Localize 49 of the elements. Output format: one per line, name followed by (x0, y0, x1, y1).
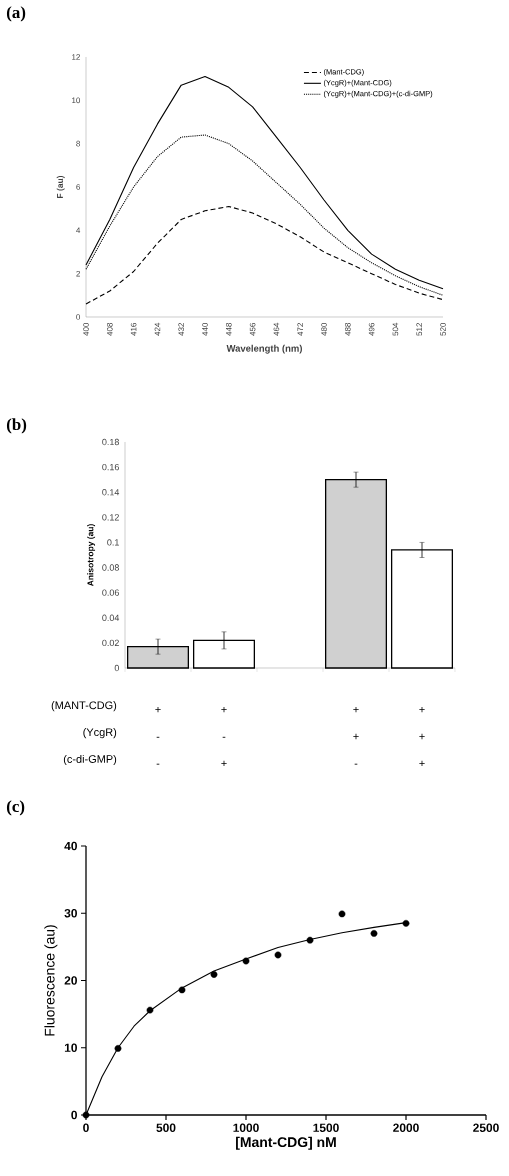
y-tick-label: 40 (64, 841, 77, 851)
chart-title: (b) (6, 418, 27, 434)
y-tick-label: 0.02 (102, 639, 119, 647)
text: (c-di-GMP) (63, 754, 117, 766)
y-tick-label: 0.08 (102, 564, 119, 571)
y-tick-label: 10 (64, 1043, 77, 1052)
category-label: + + + (419, 706, 425, 767)
x-tick-label: 1000 (233, 1123, 259, 1132)
point (82, 1111, 90, 1119)
y-axis-title: Fluorescence (au) (44, 925, 58, 1036)
x-axis-title: [Mant-CDG] nM (236, 1136, 336, 1150)
y-tick-label: 0.14 (102, 489, 120, 496)
x-tick-label: 2500 (473, 1123, 499, 1132)
y-tick-label: 0.04 (102, 614, 120, 621)
text: (MANT-CDG) (51, 701, 117, 712)
point (274, 951, 282, 959)
y-axis-title: Anisotropy (au) (87, 524, 96, 587)
y-tick-label: 0.12 (102, 514, 119, 521)
chart-title: (c) (6, 800, 25, 816)
y-tick-label: 0 (71, 1110, 77, 1120)
y-tick-label: 0.18 (102, 438, 119, 446)
category-label: + + - (353, 706, 359, 765)
x-axis-title: Wavelength (nm) (226, 344, 302, 354)
point (370, 930, 378, 937)
y-tick-label: 0.16 (102, 463, 119, 471)
y-tick-label: 30 (64, 909, 77, 918)
point (146, 1006, 154, 1014)
y-tick-label: 0.06 (102, 589, 119, 596)
y-tick-label: 0.1 (107, 539, 119, 546)
y-tick-label: 0 (114, 664, 120, 672)
point (402, 919, 410, 927)
category-label: + - + (221, 706, 227, 767)
point (338, 910, 346, 918)
y-tick-label: 20 (64, 976, 77, 985)
category-label: + - - (155, 706, 161, 765)
x-tick-label: 1500 (313, 1123, 339, 1132)
point (242, 957, 250, 965)
x-tick-label: 0 (83, 1123, 89, 1132)
x-tick-label: 2000 (393, 1123, 419, 1132)
point (114, 1045, 122, 1052)
line-series (85, 205, 444, 305)
point (178, 986, 186, 994)
point (306, 936, 314, 944)
text: (YcgR) (83, 727, 117, 739)
point (210, 971, 218, 978)
x-tick-label: 500 (156, 1123, 176, 1132)
y-axis-title: F (au) (56, 175, 65, 198)
chart-title: (a) (6, 6, 26, 22)
bar (192, 639, 256, 669)
